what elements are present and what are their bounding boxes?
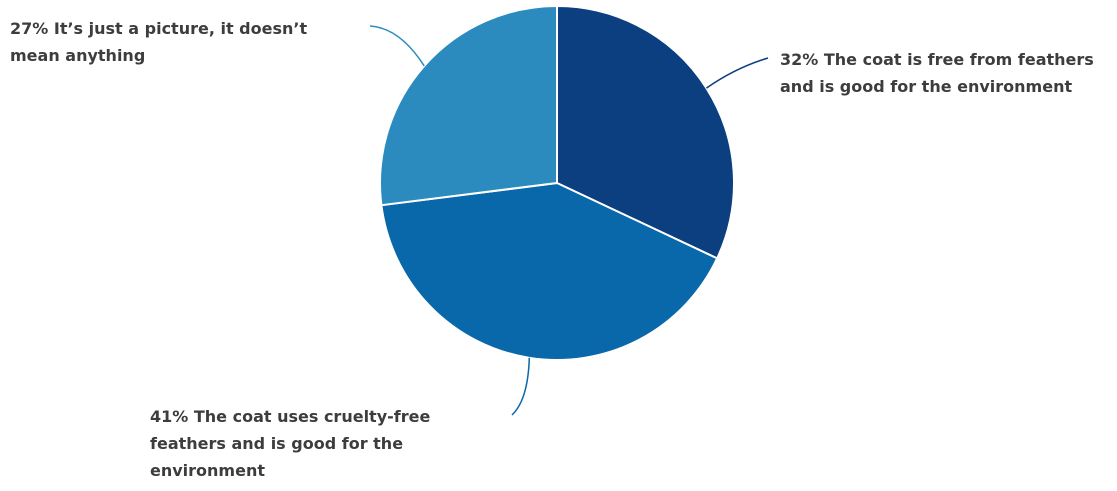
slice-free-from-feathers (556, 5, 735, 260)
slice-label-free-from-feathers: 32% The coat is free from feathers and i… (780, 50, 1094, 96)
slice-label-cruelty-free-feathers: 41% The coat uses cruelty-free feathers … (150, 407, 431, 480)
leader-line (369, 25, 425, 67)
leader-lines (369, 25, 769, 416)
slice-cruelty-free-feathers (380, 182, 719, 361)
pie-slices (379, 5, 735, 361)
slice-just-a-picture (379, 5, 558, 207)
leader-line (511, 357, 531, 416)
slice-label-just-a-picture: 27% It’s just a picture, it doesn’t mean… (10, 19, 308, 65)
leader-line (706, 57, 769, 89)
